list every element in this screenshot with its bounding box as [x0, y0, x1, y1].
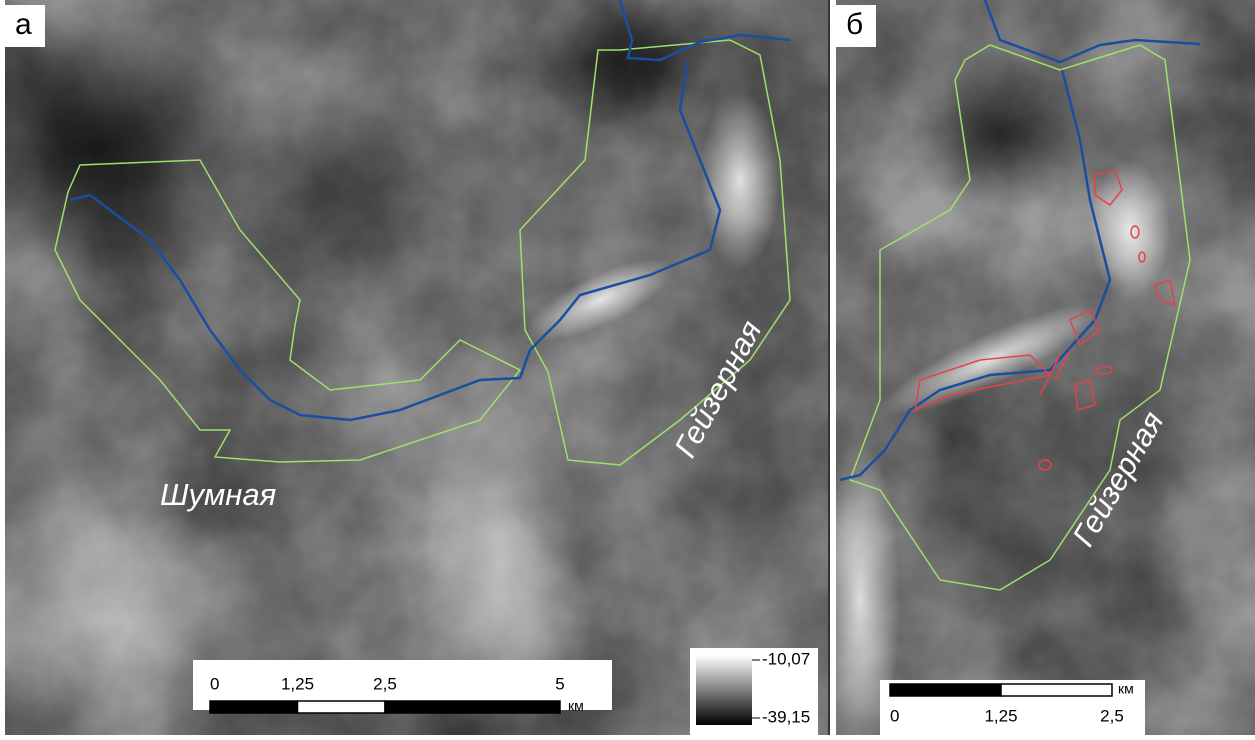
scale-label: 5 — [555, 674, 564, 693]
panel-label: б — [846, 8, 863, 41]
legend-label: -39,15 — [762, 707, 810, 726]
scale-label: 1,25 — [281, 674, 314, 693]
panel-label: а — [15, 8, 32, 41]
scale-unit: км — [568, 698, 584, 714]
panel-a-image — [0, 0, 828, 735]
scale-segment — [210, 701, 298, 713]
scale-label: 0 — [890, 706, 899, 725]
scale-label: 2,5 — [1100, 706, 1124, 725]
river-label: Шумная — [160, 477, 276, 512]
scale-label: 0 — [210, 674, 219, 693]
scale-unit: км — [1118, 681, 1134, 697]
panel-b-image — [820, 0, 1255, 735]
scale-segment — [298, 701, 386, 713]
legend-label: -10,07 — [762, 649, 810, 668]
figure: а б Шумная Гейзерная Гейзерная 01,252,55… — [0, 0, 1255, 735]
scale-label: 1,25 — [984, 706, 1017, 725]
scale-label: 2,5 — [373, 674, 397, 693]
scale-segment — [890, 684, 1001, 696]
scale-segment — [1001, 684, 1112, 696]
scale-segment — [385, 701, 560, 713]
